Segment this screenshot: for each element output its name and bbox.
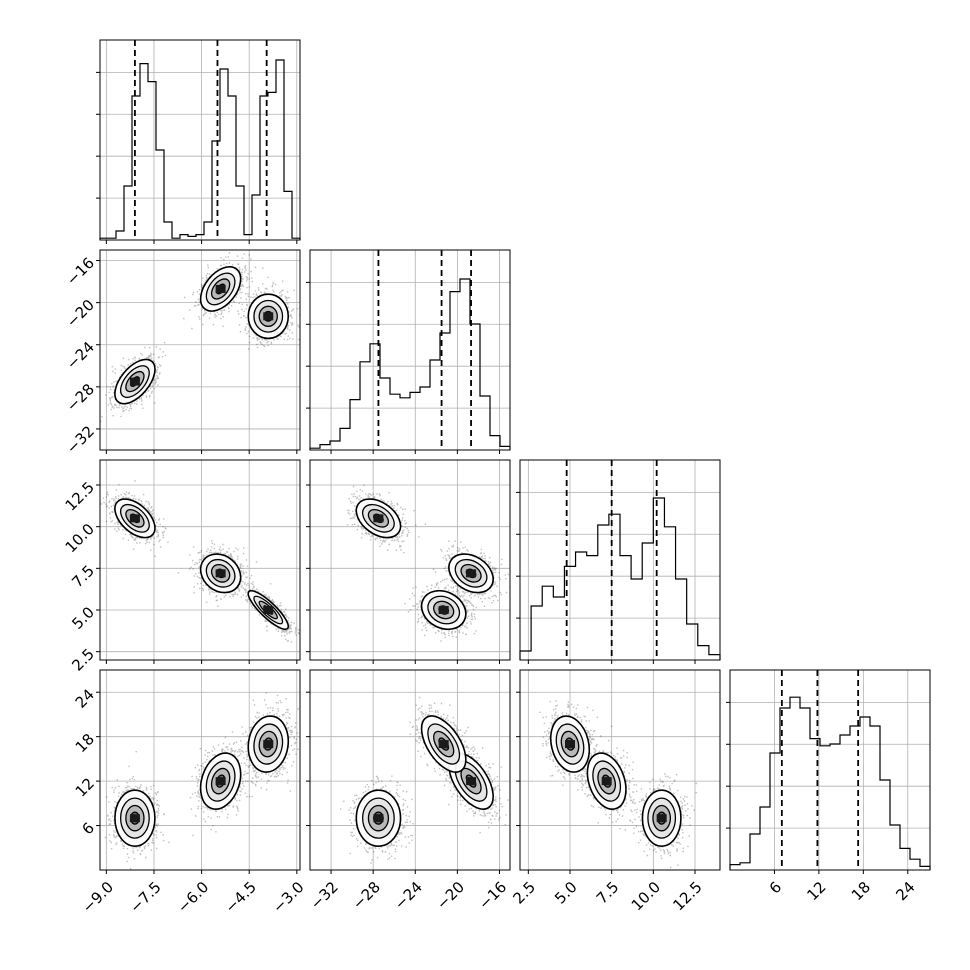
y-tick-label: 7.5 — [68, 562, 98, 592]
density-peak — [438, 606, 449, 614]
x-tick-label: −6.0 — [174, 878, 212, 916]
panel-content — [104, 692, 300, 870]
x-tick-label: −20 — [433, 878, 468, 913]
panel-frame — [729, 669, 931, 871]
x-tick-label: 5.0 — [551, 878, 581, 908]
y-tick-label: −24 — [63, 338, 98, 373]
y-tick-label: 12.5 — [62, 478, 98, 514]
x-tick-label: 24 — [892, 878, 918, 904]
panel-content — [100, 480, 300, 643]
density-peak — [215, 284, 226, 293]
x-tick-label: −16 — [475, 878, 510, 913]
density-peak — [263, 312, 274, 321]
histogram-step — [99, 59, 301, 240]
density-peak — [129, 377, 140, 386]
panel-frame — [519, 459, 721, 661]
y-tick-label: 24 — [72, 686, 98, 712]
x-tick-label: −4.5 — [221, 878, 259, 916]
x-tick-label: 12.5 — [669, 878, 705, 914]
x-tick-label: 18 — [848, 878, 874, 904]
panel-frame — [99, 669, 301, 871]
x-tick-label: 12 — [803, 878, 829, 904]
x-tick-label: 7.5 — [593, 878, 623, 908]
scatter-panel-2-4 — [306, 669, 511, 874]
scatter-panel-1-4 — [96, 669, 301, 874]
x-tick-label: −32 — [307, 878, 342, 913]
x-tick-label: −9.0 — [79, 878, 117, 916]
y-tick-label: −32 — [63, 422, 98, 457]
density-peak — [601, 777, 612, 786]
panel-frame — [99, 459, 301, 661]
density-peak — [263, 740, 274, 749]
y-tick-label: 18 — [72, 730, 98, 756]
y-tick-label: −20 — [63, 296, 98, 331]
y-tick-label: 5.0 — [68, 603, 98, 633]
density-peak — [263, 606, 274, 614]
histogram-step — [519, 497, 721, 660]
histogram-panel-4 — [726, 669, 931, 874]
y-tick-label: 6 — [79, 819, 98, 838]
density-peak — [215, 569, 226, 578]
density-peak — [129, 814, 140, 823]
scatter-panel-2-3 — [306, 459, 511, 664]
x-tick-label: −7.5 — [126, 878, 164, 916]
panel-frame — [309, 669, 511, 871]
density-peak — [215, 777, 226, 786]
scatter-panel-3-4 — [516, 669, 721, 874]
histogram-panel-1 — [96, 39, 301, 244]
panel-frame — [519, 669, 721, 871]
scatter-panel-1-3 — [96, 459, 301, 664]
density-peak — [373, 814, 384, 823]
x-tick-label: −3.0 — [269, 878, 307, 916]
density-peak — [656, 814, 667, 823]
panel-content — [346, 484, 510, 642]
panel-content — [340, 696, 509, 864]
density-peak — [466, 777, 477, 786]
histogram-step — [309, 278, 511, 450]
x-tick-label: 10.0 — [628, 878, 664, 914]
histogram-step — [729, 696, 931, 870]
y-tick-label: 10.0 — [62, 520, 98, 556]
panel-frame — [99, 39, 301, 241]
x-tick-label: 2.5 — [509, 878, 539, 908]
panel-frame — [309, 459, 511, 661]
panel-content — [100, 252, 300, 423]
y-tick-label: 12 — [72, 774, 98, 800]
density-peak — [565, 740, 575, 749]
x-tick-label: −28 — [349, 878, 384, 913]
panel-content — [539, 700, 697, 869]
density-peak — [129, 514, 140, 523]
panel-frame — [309, 249, 511, 451]
density-peak — [438, 740, 449, 749]
x-tick-label: −24 — [391, 878, 426, 913]
histogram-panel-2 — [306, 249, 511, 454]
y-tick-label: −28 — [63, 380, 98, 415]
y-tick-label: −16 — [63, 254, 98, 289]
histogram-panel-3 — [516, 459, 721, 664]
y-tick-label: 2.5 — [68, 645, 98, 675]
scatter-panel-1-2 — [96, 249, 301, 454]
panel-frame — [99, 249, 301, 451]
density-peak — [466, 569, 477, 578]
density-peak — [373, 514, 384, 523]
x-tick-label: 6 — [766, 878, 785, 897]
